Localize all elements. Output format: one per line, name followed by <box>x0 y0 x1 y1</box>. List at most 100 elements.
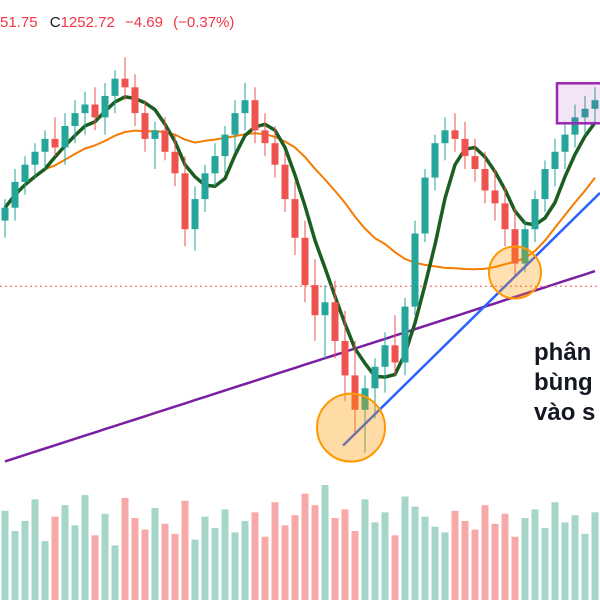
volume-bar <box>11 531 19 600</box>
volume-bar <box>221 509 229 600</box>
volume-bar <box>501 513 509 600</box>
candle-body <box>381 345 389 367</box>
volume-bar <box>431 526 439 600</box>
volume-bar <box>141 529 149 600</box>
volume-bar <box>261 536 269 600</box>
candle-body <box>561 134 569 152</box>
candle-body <box>161 130 169 152</box>
candle-body <box>101 95 109 118</box>
volume-bar <box>111 545 119 600</box>
candle-body <box>531 199 539 230</box>
volume-bar <box>331 518 339 600</box>
candle-body <box>451 130 459 139</box>
close-value: 1252.72 <box>60 14 115 31</box>
candle-body <box>371 366 379 389</box>
volume-bar <box>81 495 89 600</box>
volume-bar <box>481 505 489 600</box>
candle-body <box>591 100 599 109</box>
volume-bar <box>571 515 579 600</box>
candle-body <box>31 151 39 165</box>
candle-body <box>411 233 419 307</box>
breakout-box <box>555 82 600 125</box>
volume-bar <box>101 513 109 600</box>
volume-bar <box>71 525 79 600</box>
volume-bar <box>281 525 289 600</box>
volume-bar <box>351 531 359 600</box>
candle-body <box>351 375 359 410</box>
volume-bar <box>211 528 219 600</box>
open-value: 51.75 <box>0 14 38 31</box>
candle-body <box>121 78 129 88</box>
volume-bar <box>191 539 199 600</box>
volume-bar <box>201 516 209 600</box>
change-value: −4.69 <box>124 14 163 31</box>
volume-bar <box>171 533 179 600</box>
candle-body <box>81 104 89 114</box>
candle-body <box>391 345 399 363</box>
volume-bar <box>581 533 589 600</box>
candle-body <box>131 87 139 114</box>
volume-bar <box>271 502 279 600</box>
ma-slow-line <box>4 269 596 463</box>
volume-bar <box>471 529 479 600</box>
ohlc-legend: 51.75 C1252.72 −4.69 (−0.37%) <box>0 14 234 31</box>
candle-body <box>281 164 289 200</box>
candle-body <box>221 134 229 157</box>
candle-body <box>471 156 479 169</box>
volume-bar <box>151 508 159 600</box>
volume-bar <box>61 505 69 600</box>
candle-body <box>51 138 59 148</box>
annotation-text: phân bùng vào s <box>534 338 595 428</box>
volume-bar <box>591 512 599 600</box>
candle-body <box>21 164 29 182</box>
ma-mid-line <box>4 129 596 271</box>
volume-bar <box>311 505 319 600</box>
volume-bar <box>31 499 39 600</box>
candle-body <box>41 138 49 152</box>
volume-bar <box>131 518 139 600</box>
change-percent: (−0.37%) <box>173 14 235 31</box>
volume-bar <box>121 497 129 600</box>
candle-body <box>1 207 9 221</box>
candle-body <box>361 388 369 410</box>
volume-bar <box>241 520 249 600</box>
volume-bar <box>521 518 529 600</box>
volume-bar <box>531 509 539 600</box>
volume-bar <box>161 523 169 600</box>
candle-body <box>71 113 79 126</box>
candle-body <box>521 229 529 264</box>
volume-bar <box>21 520 29 600</box>
candle-body <box>251 100 259 131</box>
volume-bar <box>181 500 189 600</box>
volume-bar <box>41 541 49 600</box>
volume-bar <box>51 516 59 600</box>
candle-body <box>331 302 339 341</box>
candle-body <box>581 108 589 118</box>
candle-body <box>441 130 449 144</box>
candle-body <box>541 169 549 200</box>
ma-fast-line <box>3 95 597 379</box>
candle-body <box>91 104 99 118</box>
trendline <box>342 192 600 447</box>
volume-bar <box>461 520 469 600</box>
candle-body <box>141 113 149 139</box>
annotation-line-2: bùng <box>534 369 593 396</box>
candle-body <box>111 78 119 96</box>
annotation-line-3: vào s <box>534 399 596 426</box>
candle-body <box>231 113 239 135</box>
volume-bar <box>361 499 369 600</box>
volume-bar <box>411 506 419 600</box>
candle-body <box>321 302 329 316</box>
volume-bar <box>451 510 459 600</box>
volume-bar <box>321 485 329 600</box>
candle-body <box>401 306 409 363</box>
volume-bar <box>381 512 389 600</box>
volume-bar <box>301 493 309 600</box>
volume-bar <box>341 509 349 600</box>
candle-body <box>341 341 349 376</box>
candle-body <box>461 138 469 157</box>
volume-bar <box>441 532 449 600</box>
volume-bar <box>561 522 569 600</box>
